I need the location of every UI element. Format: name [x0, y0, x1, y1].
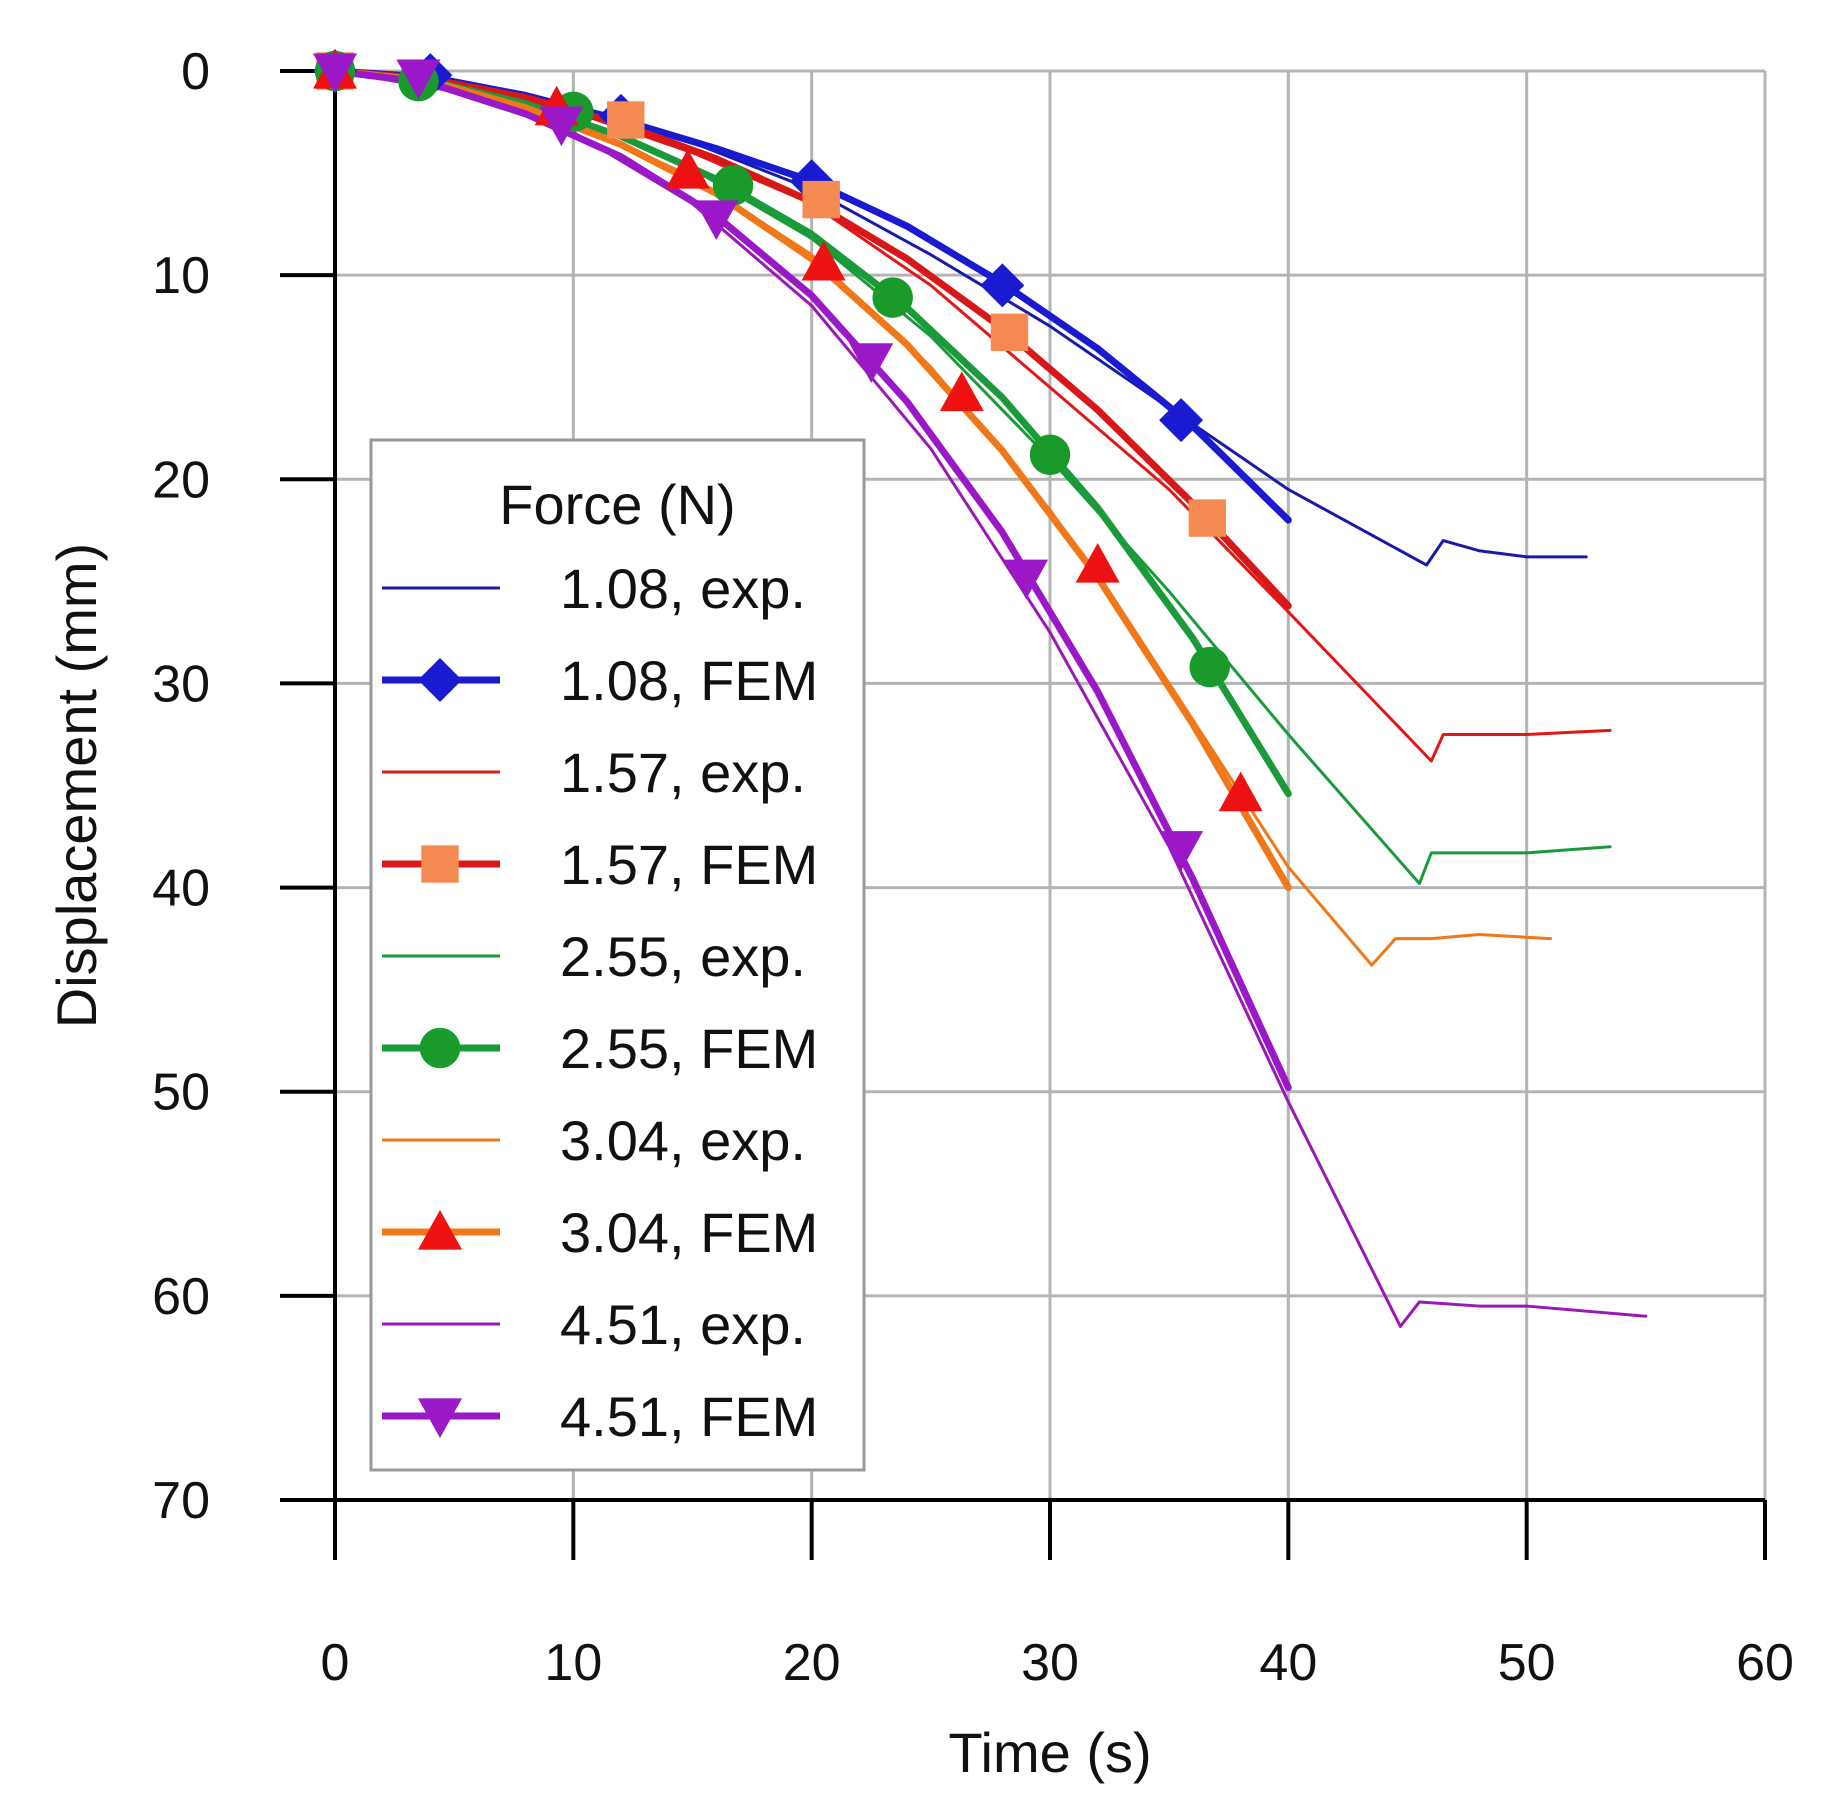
legend-entry-4-51-exp: 4.51, exp.	[560, 1293, 806, 1356]
tick-labels: 0 10 20 30 40 50 60 70 0 10 20 30 40 50 60	[152, 43, 1794, 1692]
x-tick-label: 50	[1498, 1634, 1556, 1692]
marker-1-57-fem	[1188, 499, 1226, 537]
marker-3-04-fem	[665, 149, 710, 189]
legend-box	[369, 438, 866, 1472]
x-axis-label: Time (s)	[948, 1721, 1151, 1784]
legend-marker-3-04-fem	[418, 1210, 462, 1250]
x-tick-label: 60	[1736, 1634, 1794, 1692]
marker-2-55-fem	[712, 165, 754, 206]
marker-3-04-fem	[1075, 543, 1120, 583]
legend-marker-1-57-fem	[421, 845, 459, 883]
y-tick-label: 10	[152, 247, 210, 305]
marker-3-04-fem	[939, 371, 984, 412]
y-tick-label: 70	[152, 1472, 210, 1530]
marker-4-51-fem	[313, 53, 357, 93]
axes	[280, 66, 1767, 1560]
legend-entry-1-57-exp: 1.57, exp.	[560, 741, 806, 804]
y-tick-label: 20	[152, 451, 210, 509]
legend-entry-3-04-exp: 3.04, exp.	[560, 1109, 806, 1172]
x-tick-label: 40	[1259, 1634, 1317, 1692]
legend-entry-1-08-exp: 1.08, exp.	[560, 557, 806, 620]
x-tick-label: 20	[783, 1634, 841, 1692]
legend: Force (N) 1.08, exp. 1.08, FEM 1.57, exp. 1.…	[369, 438, 866, 1472]
x-tick-label: 30	[1021, 1634, 1079, 1692]
marker-1-57-fem	[802, 180, 840, 219]
marker-2-55-fem	[872, 277, 913, 318]
legend-entry-4-51-fem: 4.51, FEM	[560, 1385, 818, 1448]
marker-4-51-fem	[849, 343, 894, 383]
marker-3-04-fem	[801, 240, 846, 281]
legend-marker-4-51-fem	[418, 1398, 462, 1438]
x-tick-label: 10	[544, 1634, 602, 1692]
y-tick-label: 30	[152, 655, 210, 713]
legend-entry-3-04-fem: 3.04, FEM	[560, 1201, 818, 1264]
y-tick-label: 50	[152, 1064, 210, 1122]
marker-4-51-fem	[1004, 559, 1049, 600]
marker-4-51-fem	[396, 59, 441, 100]
y-tick-label: 0	[181, 43, 210, 101]
y-tick-label: 60	[152, 1268, 210, 1326]
series-line-3-04-fem	[331, 67, 1292, 892]
legend-title: Force (N)	[499, 473, 735, 536]
marker-2-55-fem	[1029, 434, 1071, 476]
marker-4-51-fem	[539, 106, 584, 147]
marker-3-04-fem	[1218, 771, 1263, 812]
legend-entry-2-55-exp: 2.55, exp.	[560, 925, 806, 988]
series-layer	[331, 67, 1648, 1328]
marker-2-55-fem	[1189, 646, 1230, 688]
y-tick-label: 40	[152, 860, 210, 918]
marker-1-57-fem	[990, 313, 1029, 352]
legend-entry-1-57-fem: 1.57, FEM	[560, 833, 818, 896]
legend-marker-2-55-fem	[419, 1027, 461, 1069]
marker-4-51-fem	[694, 200, 739, 240]
legend-marker-1-08-fem	[418, 658, 462, 702]
legend-entry-1-08-fem: 1.08, FEM	[560, 649, 818, 712]
marker-4-51-fem	[1159, 831, 1204, 871]
legend-entry-2-55-fem: 2.55, FEM	[560, 1017, 818, 1080]
marker-1-08-fem	[1159, 398, 1204, 443]
x-tick-label: 0	[321, 1634, 350, 1692]
markers-layer	[313, 49, 1263, 871]
y-axis-label: Displacement (mm)	[45, 543, 108, 1028]
marker-1-08-fem	[980, 263, 1025, 308]
series-line-4-51-fem	[331, 67, 1292, 1092]
marker-1-57-fem	[607, 101, 645, 139]
